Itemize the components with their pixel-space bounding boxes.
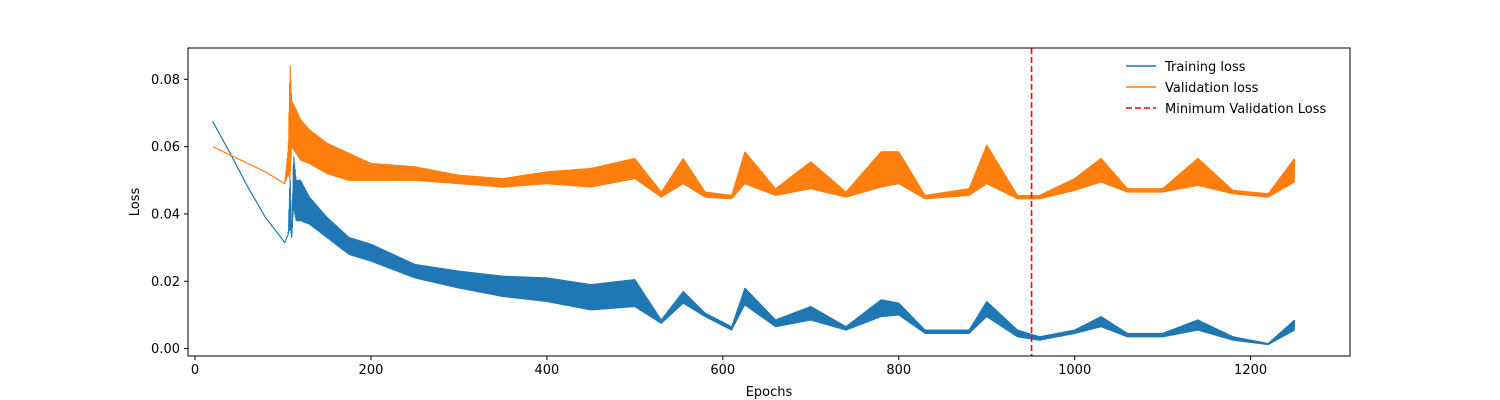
x-axis: 0 200 400 600 800 1000 1200 xyxy=(191,356,1267,378)
legend-label: Minimum Validation Loss xyxy=(1165,102,1326,117)
x-tick-label: 800 xyxy=(886,363,911,378)
legend-label: Training loss xyxy=(1164,60,1246,75)
legend: Training loss Validation loss Minimum Vali… xyxy=(1126,60,1326,117)
y-axis: 0.00 0.02 0.04 0.06 0.08 xyxy=(151,73,188,357)
x-tick-label: 0 xyxy=(191,363,199,378)
y-tick-label: 0.02 xyxy=(151,275,180,290)
y-tick-label: 0.06 xyxy=(151,140,180,155)
y-tick-label: 0.08 xyxy=(151,73,180,88)
plot-area xyxy=(212,48,1296,356)
x-tick-label: 400 xyxy=(534,363,559,378)
x-tick-label: 1200 xyxy=(1234,363,1267,378)
y-tick-label: 0.04 xyxy=(151,207,180,222)
x-axis-label: Epochs xyxy=(746,385,793,400)
axes-frame xyxy=(187,47,1351,357)
x-tick-label: 200 xyxy=(359,363,384,378)
x-tick-label: 600 xyxy=(710,363,735,378)
series-line-2 xyxy=(212,65,1296,200)
series-line-1 xyxy=(212,121,1296,346)
legend-label: Validation loss xyxy=(1165,81,1259,96)
y-axis-label: Loss xyxy=(128,188,143,217)
y-tick-label: 0.00 xyxy=(151,342,180,357)
x-tick-label: 1000 xyxy=(1058,363,1091,378)
